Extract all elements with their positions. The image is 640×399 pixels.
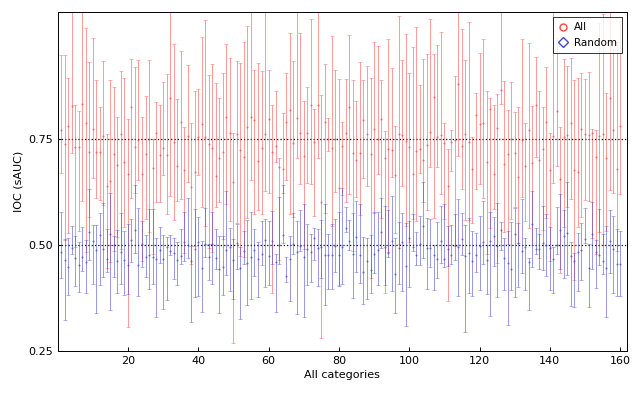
Y-axis label: IOC (sAUC): IOC (sAUC) [14,151,24,212]
Legend: All, Random: All, Random [553,17,622,53]
X-axis label: All categories: All categories [305,370,380,380]
